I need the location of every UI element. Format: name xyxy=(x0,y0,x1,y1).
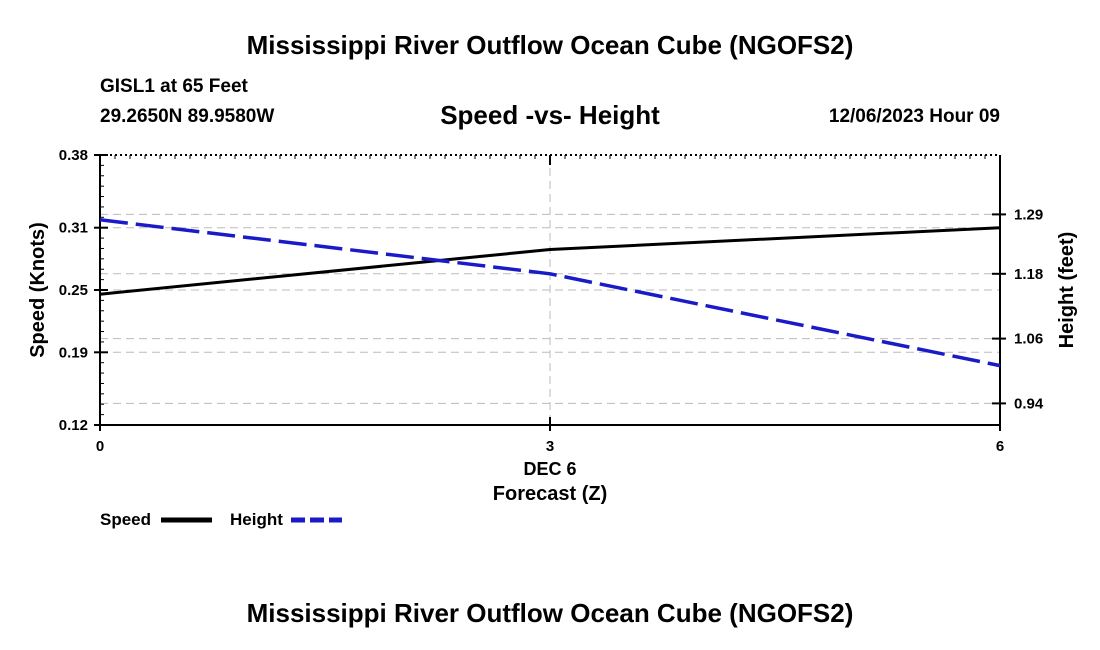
y-tick-label: 0.19 xyxy=(59,344,88,361)
x-axis-date-label: DEC 6 xyxy=(523,459,576,479)
y-tick-label: 0.38 xyxy=(59,147,88,164)
y-tick-label: 0.12 xyxy=(59,417,88,434)
x-tick-label: 3 xyxy=(546,438,554,455)
speed-height-chart: 0.120.190.250.310.380.941.061.181.290 3 6 … xyxy=(27,147,1078,529)
y2-tick-label: 1.18 xyxy=(1014,266,1043,283)
series-line-height xyxy=(99,218,1001,368)
legend-label-height: Height xyxy=(230,510,283,529)
y-tick-label: 0.31 xyxy=(59,220,88,237)
y-tick-label: 0.25 xyxy=(59,282,88,299)
series-layer xyxy=(99,218,1001,368)
x-tick-label: 6 xyxy=(996,438,1004,455)
station-coordinates: 29.2650N 89.9580W xyxy=(100,106,275,127)
footer-title: Mississippi River Outflow Ocean Cube (NG… xyxy=(246,598,854,628)
y2-tick-label: 1.29 xyxy=(1014,206,1043,223)
series-line-speed xyxy=(99,226,1001,296)
station-label: GISL1 at 65 Feet xyxy=(100,76,248,97)
main-title: Mississippi River Outflow Ocean Cube (NG… xyxy=(246,30,854,60)
legend: Speed Height xyxy=(100,510,342,529)
axes-layer: 0.12 0.19 0.25 0.31 0.38 0.94 1.06 1.18 1.29 0 3 6 xyxy=(59,147,1044,455)
x-tick-label: 0 xyxy=(96,438,104,455)
y2-tick-label: 1.06 xyxy=(1014,331,1043,348)
labels-layer: DEC 6 Forecast (Z) Speed (Knots) Height … xyxy=(27,222,1078,505)
y-axis-title: Speed (Knots) xyxy=(27,222,49,358)
grid-layer xyxy=(100,155,1000,425)
x-axis-title: Forecast (Z) xyxy=(493,483,607,505)
forecast-datetime: 12/06/2023 Hour 09 xyxy=(828,106,1000,127)
chart-subtitle: Speed -vs- Height xyxy=(440,100,660,130)
legend-label-speed: Speed xyxy=(100,510,151,529)
y2-axis-title: Height (feet) xyxy=(1056,232,1078,349)
y2-tick-label: 0.94 xyxy=(1014,395,1044,412)
